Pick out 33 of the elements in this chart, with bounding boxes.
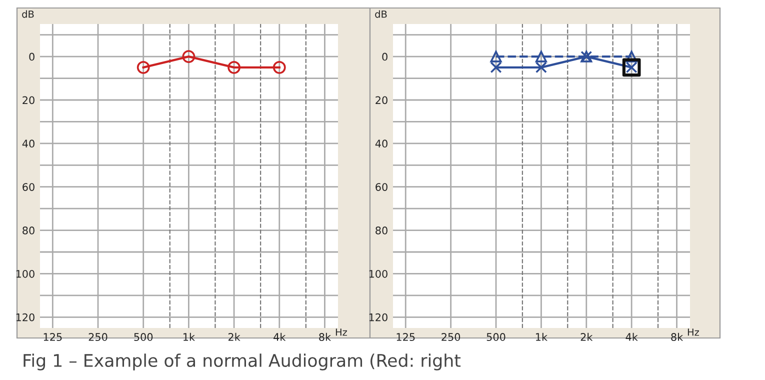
y-tick-label: 60 [22, 183, 34, 191]
x-tick-label: 500 [134, 333, 153, 341]
y-tick-label: 100 [369, 270, 388, 278]
y-tick-label: 60 [376, 183, 388, 191]
x-tick-label: 4k [274, 332, 286, 341]
x-tick-label: 1k [184, 332, 195, 341]
y-tick-label: 20 [376, 96, 388, 104]
x-tick-label: 1k [536, 332, 548, 341]
x-tick-label: 2k [228, 332, 240, 341]
x-tick-label: 8k [319, 332, 332, 341]
y-tick-label: 80 [376, 226, 388, 234]
x-tick-label: 250 [442, 333, 460, 341]
x-tick-label: 500 [486, 333, 506, 341]
x-axis-title: Hz [688, 328, 699, 336]
y-tick-label: 120 [369, 313, 388, 322]
y-axis-title: dB [375, 10, 387, 18]
caption: Fig 1 – Example of a normal Audiogram (Red: right [24, 354, 461, 370]
y-tick-label: 0 [382, 52, 388, 61]
x-tick-label: 2k [580, 332, 593, 341]
x-tick-label: 4k [626, 332, 638, 341]
x-tick-label: 125 [44, 333, 62, 341]
x-axis-title: Hz [336, 328, 347, 336]
y-tick-label: 100 [16, 270, 34, 278]
y-tick-label: 120 [16, 313, 34, 322]
x-tick-label: 8k [671, 332, 684, 341]
y-tick-label: 20 [22, 96, 34, 104]
y-tick-label: 80 [22, 226, 34, 234]
x-tick-label: 125 [396, 333, 415, 341]
x-tick-label: 250 [88, 333, 108, 341]
y-axis-title: dB [22, 10, 34, 18]
y-tick-label: 40 [375, 140, 388, 148]
y-tick-label: 0 [29, 52, 34, 61]
y-tick-label: 40 [22, 140, 34, 148]
